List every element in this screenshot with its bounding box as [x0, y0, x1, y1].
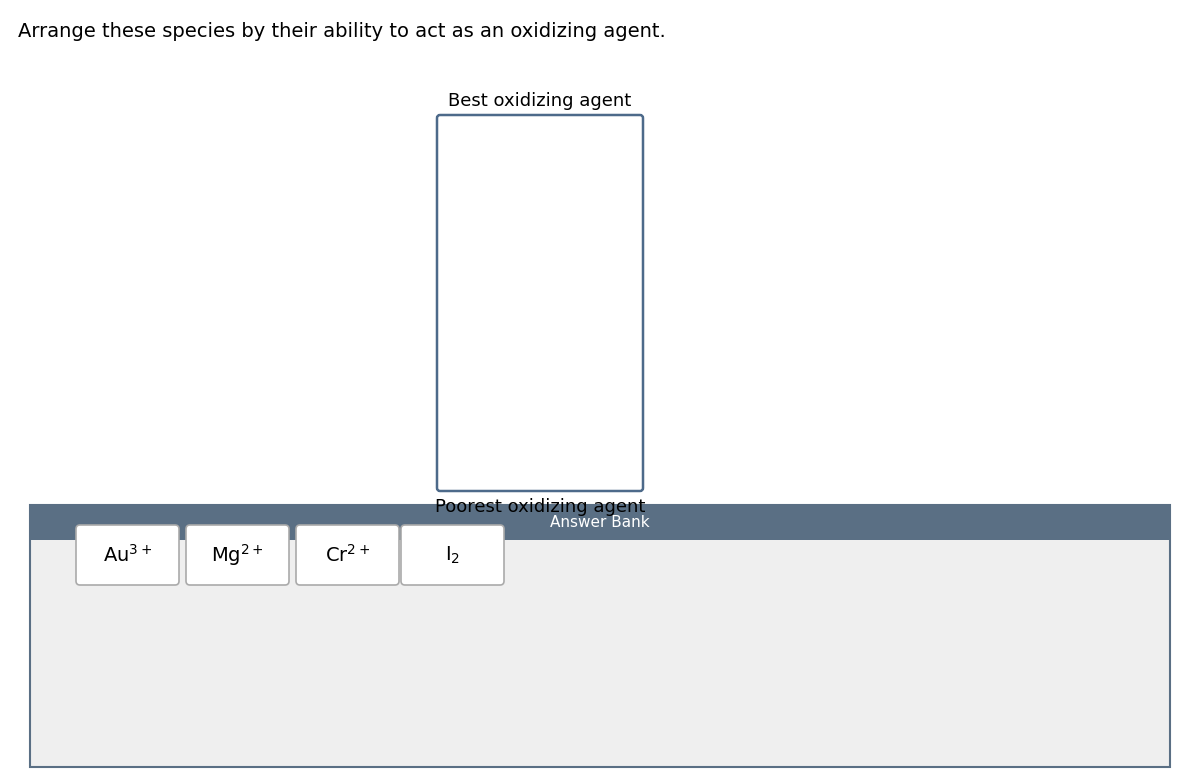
Text: Mg$^{2+}$: Mg$^{2+}$: [211, 542, 264, 568]
FancyBboxPatch shape: [76, 525, 179, 585]
FancyBboxPatch shape: [437, 115, 643, 491]
FancyBboxPatch shape: [30, 505, 1170, 540]
FancyBboxPatch shape: [186, 525, 289, 585]
Text: Poorest oxidizing agent: Poorest oxidizing agent: [434, 498, 646, 516]
FancyBboxPatch shape: [30, 505, 1170, 767]
FancyBboxPatch shape: [296, 525, 398, 585]
FancyBboxPatch shape: [401, 525, 504, 585]
Text: I$_2$: I$_2$: [445, 545, 460, 566]
Text: Au$^{3+}$: Au$^{3+}$: [103, 544, 152, 566]
Text: Arrange these species by their ability to act as an oxidizing agent.: Arrange these species by their ability t…: [18, 22, 666, 41]
Text: Best oxidizing agent: Best oxidizing agent: [449, 92, 631, 110]
Text: Cr$^{2+}$: Cr$^{2+}$: [325, 544, 370, 566]
Text: Answer Bank: Answer Bank: [550, 515, 650, 530]
